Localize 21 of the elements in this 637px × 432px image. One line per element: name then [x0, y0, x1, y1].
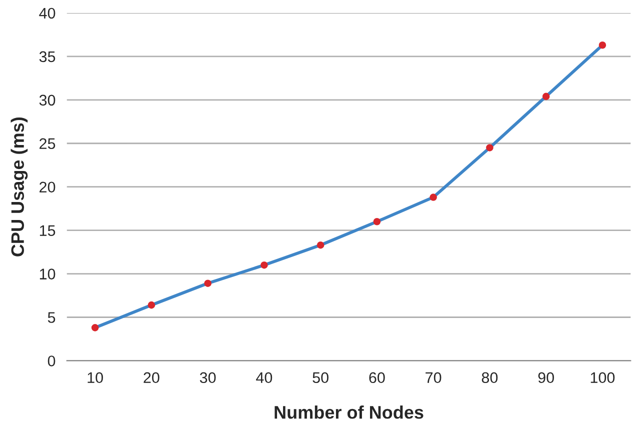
x-tick-label: 60 [369, 372, 385, 384]
x-tick-label: 80 [482, 372, 498, 384]
y-tick-label: 35 [39, 51, 56, 62]
x-tick-label: 50 [312, 372, 328, 384]
x-tick-label: 10 [88, 372, 103, 384]
y-tick-label: 25 [40, 138, 56, 150]
y-tick-label: 10 [40, 268, 56, 280]
x-tick-label: 70 [426, 372, 442, 384]
y-axis-title: CPU Usage (ms) [10, 118, 28, 256]
x-axis-title: Number of Nodes [274, 406, 424, 419]
y-tick-label: 15 [40, 225, 56, 236]
x-tick-label: 40 [256, 372, 272, 384]
y-tick-label: 5 [48, 312, 56, 323]
y-tick-label: 40 [39, 8, 56, 19]
x-tick-label: 20 [144, 372, 160, 384]
y-tick-label: 0 [48, 356, 56, 366]
x-tick-label: 100 [590, 372, 615, 384]
x-tick-label: 30 [200, 372, 216, 384]
y-tick-label: 30 [39, 94, 56, 106]
y-tick-label: 20 [40, 182, 56, 193]
x-tick-label: 90 [538, 372, 554, 384]
